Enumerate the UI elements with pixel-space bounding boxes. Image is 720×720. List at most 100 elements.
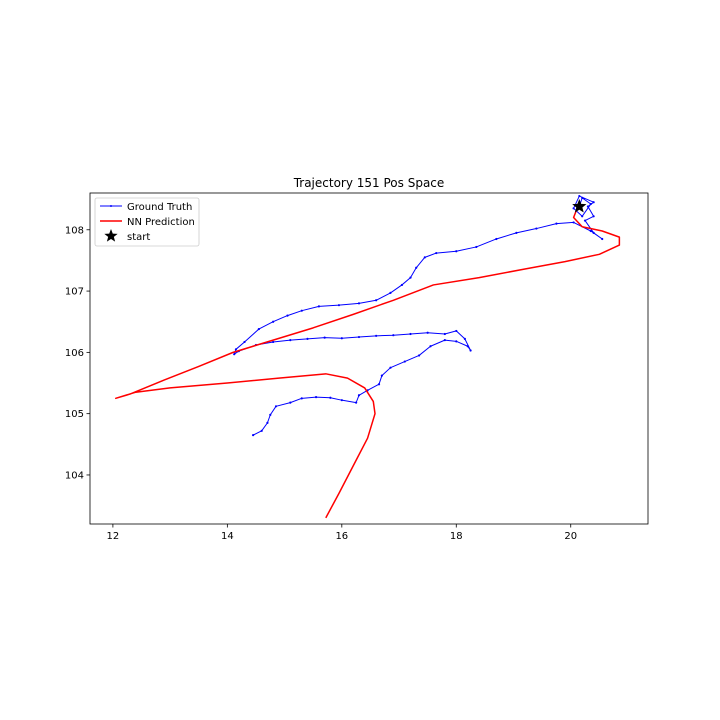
data-point <box>274 405 278 408</box>
data-point <box>257 327 260 331</box>
data-point <box>581 196 584 199</box>
chart-title: Trajectory 151 Pos Space <box>293 176 445 190</box>
data-point <box>380 374 383 377</box>
data-point <box>272 340 275 344</box>
data-point <box>317 305 321 308</box>
data-point <box>455 340 458 343</box>
data-point <box>475 245 478 249</box>
start-marker <box>572 198 587 213</box>
data-point <box>589 202 592 206</box>
data-point <box>423 256 426 259</box>
series-nn-prediction <box>115 206 621 519</box>
data-point <box>443 339 446 342</box>
data-point <box>272 320 275 323</box>
x-tick-label: 20 <box>564 531 577 542</box>
data-point <box>400 283 404 287</box>
legend-entry-nn-prediction: NN Prediction <box>100 217 195 228</box>
data-point <box>377 383 381 386</box>
legend-label-nn-prediction: NN Prediction <box>127 217 195 228</box>
x-tick-label: 16 <box>335 531 348 542</box>
legend-box <box>94 197 200 247</box>
x-tick-label: 18 <box>450 531 463 542</box>
data-point <box>289 401 292 404</box>
legend-label-ground-truth: Ground Truth <box>127 202 192 213</box>
legend-label-start: start <box>127 232 150 243</box>
data-point <box>357 394 361 397</box>
data-point <box>269 413 272 416</box>
data-point <box>581 215 584 218</box>
data-point <box>435 251 438 255</box>
data-point <box>314 396 318 399</box>
data-point <box>355 401 358 404</box>
y-tick-label: 108 <box>65 225 84 236</box>
data-point <box>306 337 309 340</box>
data-point <box>572 207 575 210</box>
data-point <box>409 332 412 336</box>
data-point <box>323 336 326 339</box>
data-point <box>601 237 604 241</box>
data-point <box>415 266 418 269</box>
legend: Ground Truth NN Prediction start <box>94 197 200 247</box>
data-point <box>495 237 498 241</box>
plot-area <box>89 192 649 525</box>
data-point <box>286 314 289 317</box>
data-point <box>300 309 303 312</box>
data-point <box>592 215 595 218</box>
data-point <box>409 276 412 279</box>
data-point <box>289 339 292 342</box>
data-point <box>357 302 361 305</box>
axes-frame <box>89 192 649 525</box>
data-point <box>578 194 581 198</box>
data-point <box>389 366 392 369</box>
data-point <box>463 337 466 340</box>
legend-entry-start: start <box>104 229 150 243</box>
data-point <box>417 354 421 357</box>
data-point <box>329 396 332 399</box>
data-point <box>466 345 469 348</box>
data-point <box>592 231 595 234</box>
data-point <box>375 299 378 302</box>
legend-marker-start <box>104 229 118 242</box>
y-tick-label: 106 <box>65 348 84 359</box>
data-point <box>357 335 361 339</box>
data-point <box>375 334 378 337</box>
data-point <box>234 348 238 351</box>
data-point <box>535 227 538 230</box>
data-point <box>252 434 255 437</box>
series-line-nn-prediction <box>115 206 621 519</box>
x-axis: 12 14 16 18 20 <box>107 524 577 542</box>
legend-entry-ground-truth: Ground Truth <box>100 202 192 213</box>
data-point <box>389 291 392 295</box>
data-point <box>455 329 458 333</box>
y-axis: 104 105 106 107 108 <box>65 225 90 481</box>
data-point <box>266 421 269 424</box>
data-point <box>426 331 429 334</box>
data-point <box>555 222 558 225</box>
data-point <box>583 219 587 222</box>
data-point <box>337 304 341 307</box>
x-tick-label: 12 <box>107 531 120 542</box>
data-point <box>300 397 303 400</box>
data-point <box>403 360 406 363</box>
data-point <box>515 231 518 234</box>
data-point <box>233 353 236 356</box>
data-point <box>392 334 395 337</box>
data-point <box>589 229 592 233</box>
data-point <box>455 250 458 253</box>
series-start <box>572 198 587 213</box>
y-tick-label: 104 <box>65 470 84 481</box>
y-tick-label: 107 <box>65 287 84 298</box>
data-point <box>443 332 446 336</box>
data-point <box>429 345 432 348</box>
data-point <box>260 429 263 432</box>
data-point <box>243 340 246 344</box>
data-point <box>340 399 343 402</box>
data-point <box>592 201 595 204</box>
series-layer <box>115 194 621 519</box>
data-point <box>469 349 472 352</box>
data-point <box>572 221 575 224</box>
data-point <box>340 337 343 340</box>
legend-marker-ground-truth <box>110 205 112 207</box>
